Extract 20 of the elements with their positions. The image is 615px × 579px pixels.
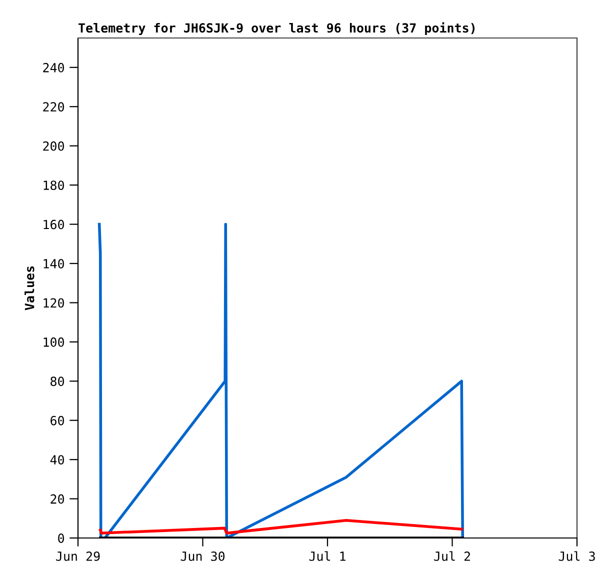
y-tick-label: 200 [43,141,64,151]
x-tick-label: Jun 30 [180,551,225,561]
y-tick-label: 240 [43,62,64,72]
y-tick-label: 40 [50,455,64,465]
chart-title: Telemetry for JH6SJK-9 over last 96 hours (37 points) [78,22,475,36]
y-tick-label: 80 [50,376,64,386]
x-tick-label: Jun 29 [56,551,100,561]
y-tick-label: 160 [44,220,64,230]
x-tick-label: Jul 1 [309,551,346,561]
x-tick-label: Jul 3 [558,551,595,561]
y-tick-label: 120 [44,298,64,308]
y-tick-label: 100 [44,337,64,347]
y-tick-label: 220 [43,102,64,112]
y-tick-label: 140 [44,258,64,268]
y-tick-label: 0 [58,534,64,543]
x-tick-label: Jul 2 [434,551,470,561]
y-axis-title: Values [24,266,34,310]
y-tick-label: 20 [50,494,64,504]
y-tick-label: 60 [50,416,64,426]
y-tick-label: 180 [44,180,64,190]
